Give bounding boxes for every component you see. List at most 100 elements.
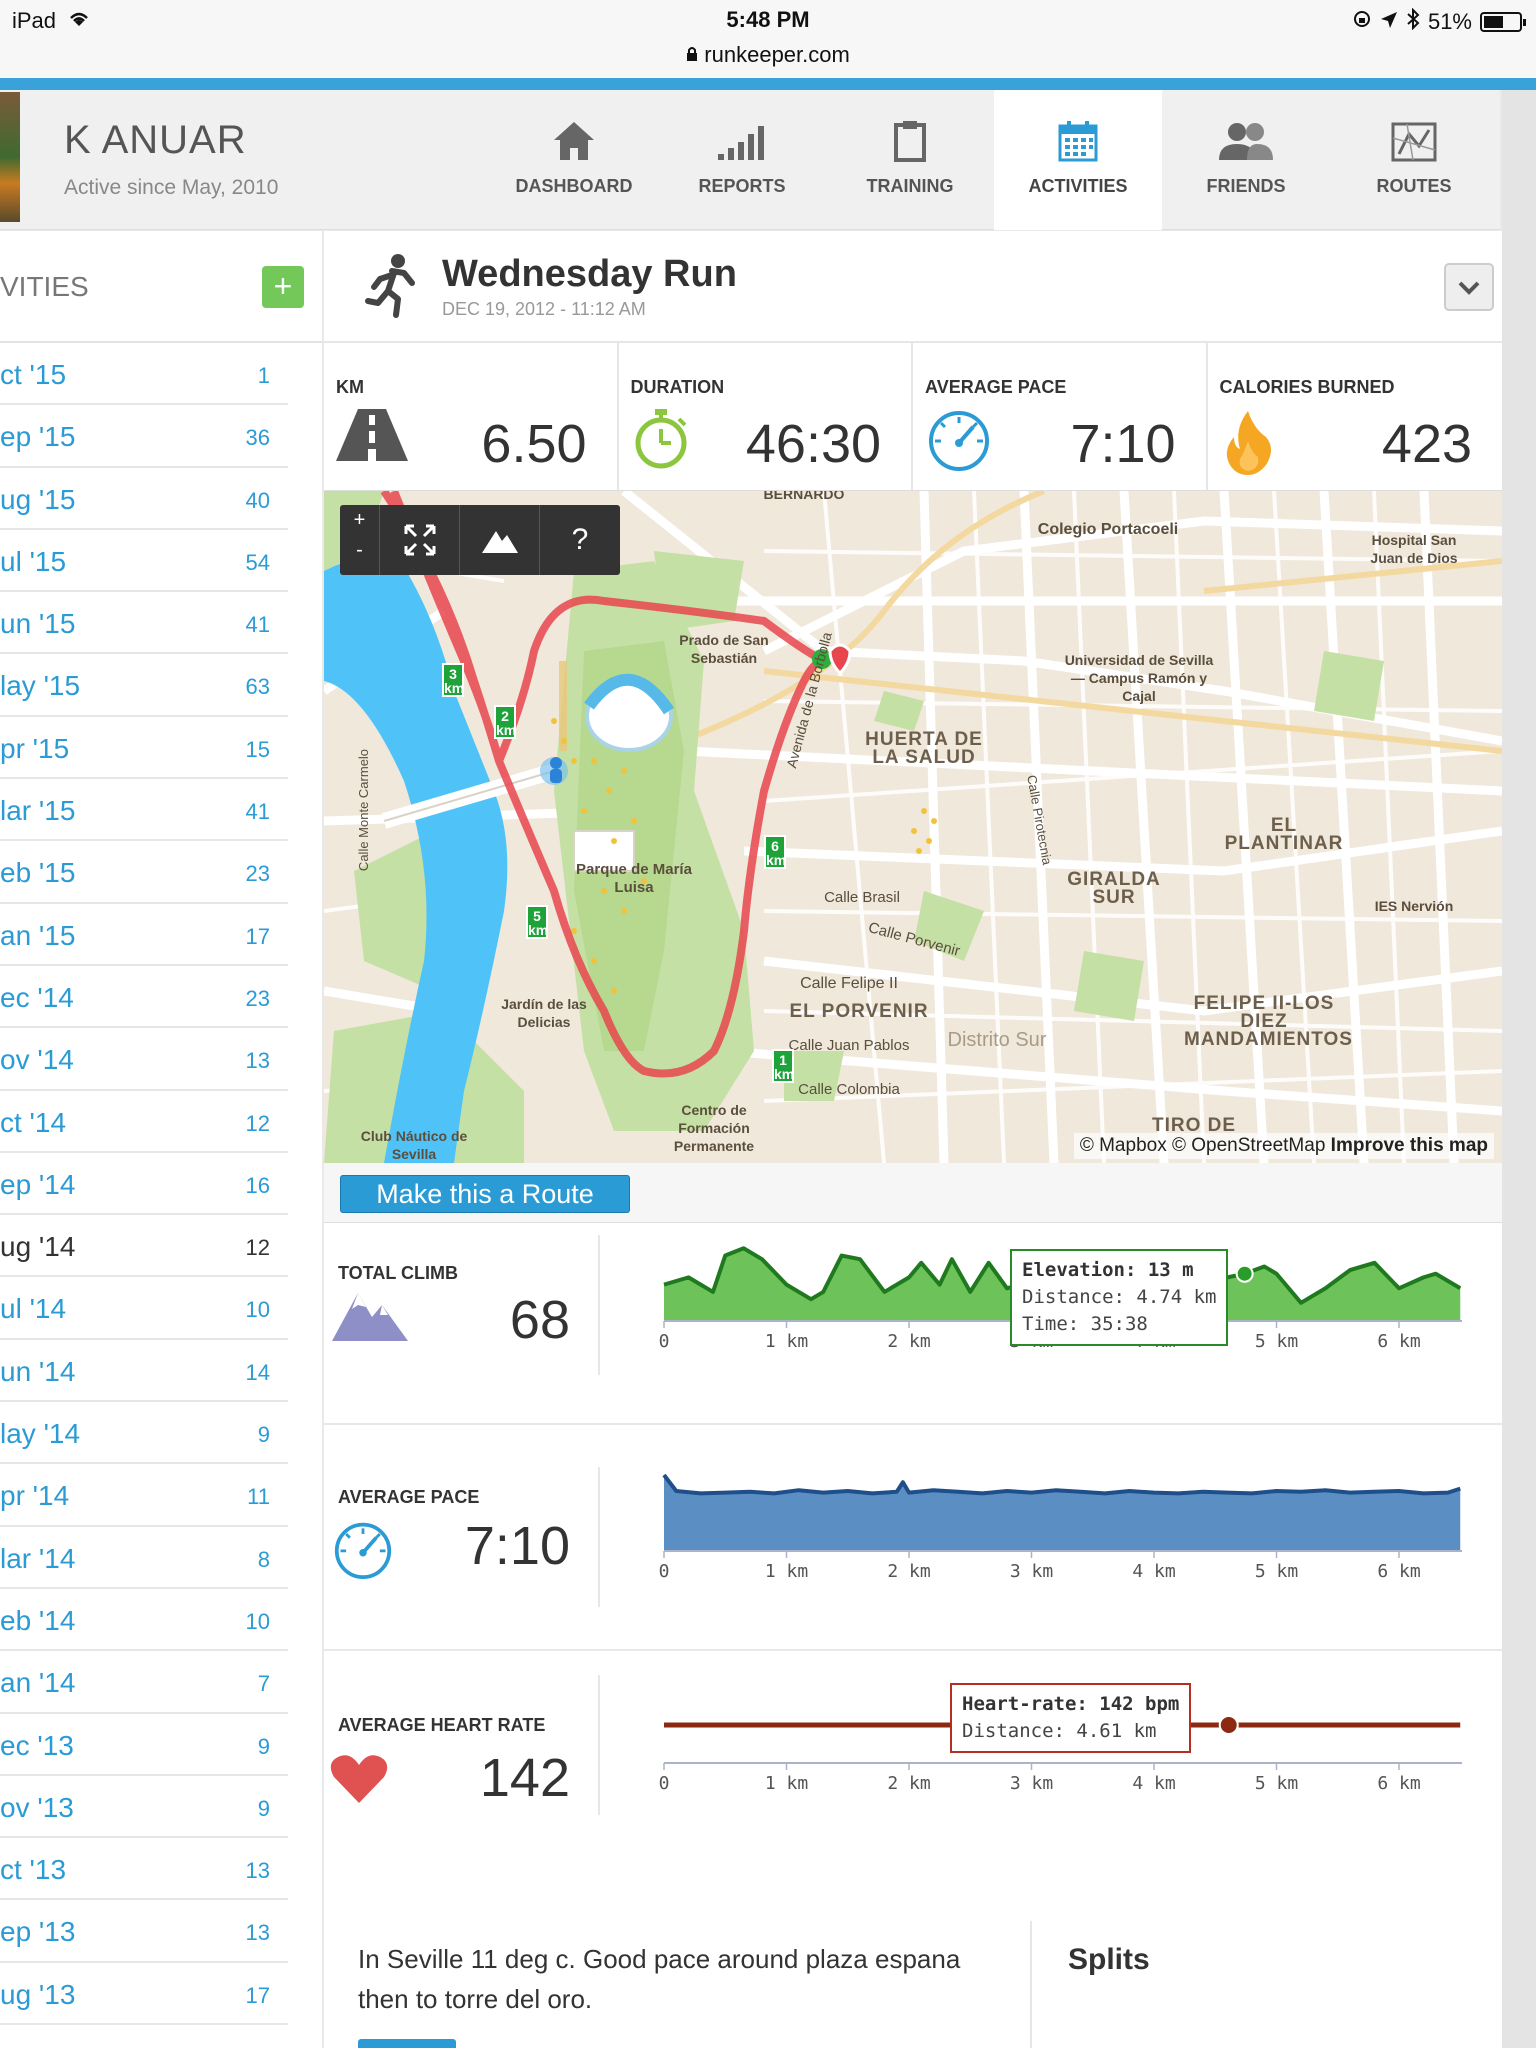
month-label: ep '15 (0, 421, 76, 453)
zoom-in-button[interactable]: + (353, 509, 366, 531)
map-label: Colegio Portacoeli (1037, 521, 1179, 538)
month-row[interactable]: an '14 7 (0, 1651, 288, 1714)
month-row[interactable]: ug '15 40 (0, 468, 288, 530)
pace-section: AVERAGE PACE 7:10 0 1 km 2 km 3 km 4 km 5 km 6… (324, 1451, 1502, 1631)
km-marker-5[interactable]: 5 km (526, 905, 548, 939)
month-row[interactable]: un '15 41 (0, 592, 288, 655)
ios-status-bar: iPad 5:48 PM 51% (0, 0, 1536, 40)
month-count: 12 (245, 1110, 270, 1136)
month-row[interactable]: lar '14 8 (0, 1527, 288, 1589)
month-row[interactable]: ov '14 13 (0, 1028, 288, 1091)
zoom-controls: + - (340, 505, 380, 575)
climb-label: TOTAL CLIMB (338, 1263, 458, 1283)
splits-heading: Splits (1068, 1943, 1150, 1976)
map-icon (1391, 122, 1437, 162)
nav-friends[interactable]: FRIENDS (1162, 90, 1330, 230)
route-map[interactable]: + - ? Colegio Portacoeli Hospital San Ju… (324, 491, 1502, 1163)
route-action-row: Make this a Route (324, 1163, 1502, 1223)
month-label: ov '13 (0, 1791, 74, 1823)
user-name[interactable]: K ANUAR (64, 118, 247, 162)
month-row[interactable]: lay '14 9 (0, 1402, 288, 1465)
km-marker-1[interactable]: 1 km (772, 1049, 794, 1083)
month-row[interactable]: ug '14 12 (0, 1215, 288, 1278)
map-label: Calle Colombia (798, 1081, 900, 1098)
month-row[interactable]: ct '14 12 (0, 1091, 288, 1153)
month-label: lar '15 (0, 795, 76, 827)
nav-routes[interactable]: ROUTES (1330, 90, 1498, 230)
month-row[interactable]: eb '14 10 (0, 1589, 288, 1652)
add-activity-button[interactable]: + (262, 266, 304, 308)
month-count: 7 (257, 1671, 270, 1697)
mountains-icon (332, 1293, 408, 1341)
section-separator (598, 1675, 600, 1815)
month-label: ug '15 (0, 483, 76, 515)
activity-title-row: Wednesday Run DEC 19, 2012 - 11:12 AM (324, 231, 1502, 343)
x-tick-label: 6 km (1377, 1331, 1420, 1352)
terrain-toggle-button[interactable] (460, 505, 540, 575)
month-label: an '15 (0, 919, 76, 951)
month-row[interactable]: ep '15 36 (0, 405, 288, 468)
month-row[interactable]: pr '15 15 (0, 717, 288, 780)
month-row[interactable]: an '15 17 (0, 904, 288, 966)
stat-value: 7:10 (1070, 414, 1176, 474)
activity-notes: In Seville 11 deg c. Good pace around pl… (358, 1944, 961, 2014)
make-route-button[interactable]: Make this a Route (340, 1175, 630, 1213)
climb-section: TOTAL CLIMB 68 01 km2 km3 km4 km5 km6 km… (324, 1223, 1502, 1433)
map-label: FELIPE II-LOS DIEZ MANDAMIENTOS (1184, 993, 1353, 1050)
month-row[interactable]: un '14 14 (0, 1340, 288, 1403)
stat-distance: KM 6.50 (324, 343, 619, 490)
month-row[interactable]: ep '14 16 (0, 1153, 288, 1216)
avatar[interactable] (0, 92, 20, 222)
nav-dashboard[interactable]: DASHBOARD (490, 90, 658, 230)
x-tick-label: 5 km (1255, 1561, 1298, 1582)
improve-map-link[interactable]: Improve this map (1330, 1135, 1488, 1156)
stat-label: CALORIES BURNED (1219, 377, 1395, 397)
nav-label: DASHBOARD (515, 176, 633, 196)
section-separator (598, 1467, 600, 1607)
month-row[interactable]: ul '15 54 (0, 530, 288, 593)
month-row[interactable]: lay '15 63 (0, 654, 288, 717)
km-marker-3[interactable]: 3 km (442, 663, 464, 697)
km-marker-6[interactable]: 6 km (764, 835, 786, 869)
map-label: Club Náutico de Sevilla (360, 1128, 468, 1162)
zoom-out-button[interactable]: - (356, 539, 363, 561)
x-tick-label: 2 km (887, 1331, 930, 1352)
month-count: 16 (245, 1172, 270, 1198)
map-help-button[interactable]: ? (571, 523, 589, 556)
month-row[interactable]: eb '15 23 (0, 841, 288, 904)
nav-reports[interactable]: REPORTS (658, 90, 826, 230)
stopwatch-icon (635, 409, 687, 469)
km-marker-2[interactable]: 2 km (494, 705, 516, 739)
month-row[interactable]: pr '14 11 (0, 1464, 288, 1527)
month-row[interactable]: ul '14 10 (0, 1277, 288, 1340)
activity-options-dropdown[interactable] (1444, 263, 1494, 311)
month-row[interactable]: ec '13 9 (0, 1714, 288, 1776)
month-label: ec '13 (0, 1729, 74, 1761)
nav-training[interactable]: TRAINING (826, 90, 994, 230)
month-count: 10 (245, 1608, 270, 1634)
month-row[interactable]: lar '15 41 (0, 779, 288, 842)
month-row[interactable]: ov '13 9 (0, 1776, 288, 1839)
month-row[interactable]: ug '13 17 (0, 1963, 288, 2026)
month-label: ep '13 (0, 1916, 76, 1948)
map-controls: + - ? (340, 505, 620, 575)
x-tick-label: 3 km (1010, 1773, 1053, 1794)
stat-value: 46:30 (745, 414, 882, 474)
month-label: ec '14 (0, 981, 74, 1013)
home-icon (554, 122, 594, 160)
nav-activities[interactable]: ACTIVITIES (994, 90, 1162, 230)
month-row[interactable]: ct '15 1 (0, 343, 288, 406)
month-count: 17 (245, 1982, 270, 2008)
running-icon (365, 254, 415, 318)
month-row[interactable]: ct '13 13 (0, 1838, 288, 1901)
clock: 5:48 PM (726, 7, 810, 32)
month-row[interactable]: ep '13 13 (0, 1900, 288, 1963)
notes-action-button[interactable] (358, 2039, 456, 2048)
pace-chart[interactable]: 0 1 km 2 km 3 km 4 km 5 km 6 km (654, 1451, 1504, 1601)
fullscreen-button[interactable] (380, 505, 460, 575)
map-label: EL PORVENIR (789, 1001, 929, 1022)
month-label: ct '14 (0, 1106, 67, 1138)
address-bar[interactable]: runkeeper.com (0, 40, 1536, 78)
map-label: Prado de San Sebastián (679, 632, 769, 666)
month-row[interactable]: ec '14 23 (0, 966, 288, 1029)
